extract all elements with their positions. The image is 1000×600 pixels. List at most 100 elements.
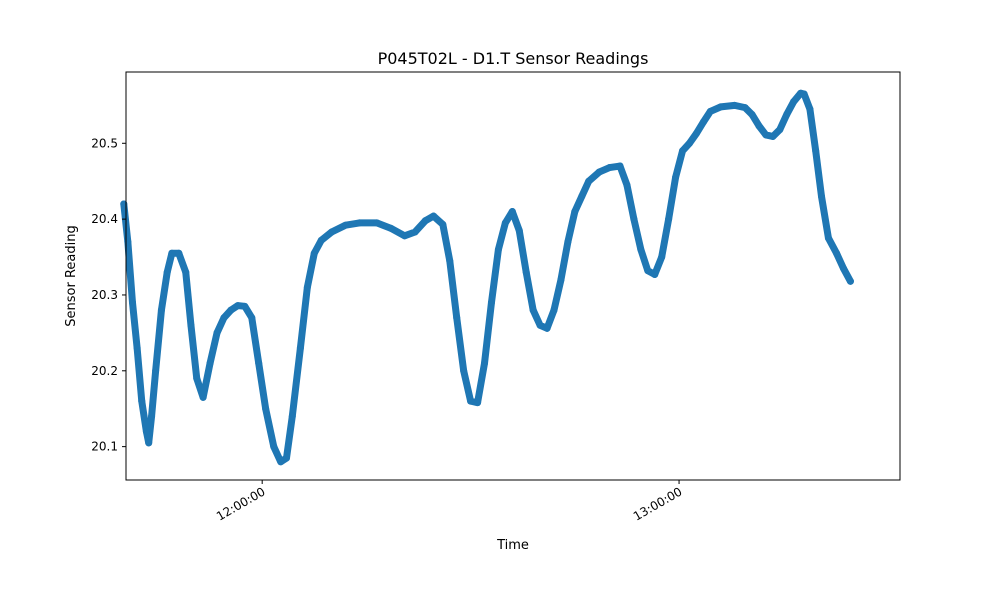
data-point bbox=[182, 268, 190, 276]
data-point bbox=[731, 101, 739, 109]
data-point bbox=[234, 302, 242, 310]
data-point bbox=[199, 393, 207, 401]
data-point bbox=[187, 321, 195, 329]
data-point bbox=[536, 321, 544, 329]
data-point bbox=[328, 228, 336, 236]
data-point bbox=[227, 306, 235, 314]
data-point bbox=[685, 139, 693, 147]
data-point bbox=[288, 412, 296, 420]
series-line bbox=[120, 89, 854, 466]
data-point bbox=[142, 427, 150, 435]
data-point bbox=[824, 234, 832, 242]
data-point bbox=[460, 367, 468, 375]
data-point bbox=[453, 314, 461, 322]
data-point bbox=[606, 164, 614, 172]
x-tick-label: 12:00:00 bbox=[214, 484, 268, 523]
data-point bbox=[303, 283, 311, 291]
data-point bbox=[623, 181, 631, 189]
plot-frame bbox=[125, 71, 901, 481]
plot-area: 12:00:00 13:00:00 20.1 20.2 20.3 20.4 20.5 bbox=[91, 71, 901, 524]
y-tick-label: 20.1 bbox=[91, 440, 118, 454]
x-axis: 12:00:00 13:00:00 bbox=[214, 480, 685, 524]
y-axis-label: Sensor Reading bbox=[64, 225, 79, 326]
y-tick-label: 20.4 bbox=[91, 212, 118, 226]
data-point bbox=[692, 129, 700, 137]
data-point bbox=[564, 238, 572, 246]
data-point bbox=[474, 399, 482, 407]
data-point bbox=[651, 270, 659, 278]
data-point bbox=[145, 439, 153, 447]
data-point bbox=[270, 443, 278, 451]
data-point bbox=[543, 324, 551, 332]
data-point bbox=[152, 367, 160, 375]
data-point bbox=[241, 302, 249, 310]
data-point bbox=[748, 110, 756, 118]
data-point bbox=[446, 257, 454, 265]
data-point bbox=[213, 329, 221, 337]
data-point bbox=[630, 215, 638, 223]
data-point bbox=[776, 126, 784, 134]
data-point bbox=[157, 306, 165, 314]
data-point bbox=[550, 306, 558, 314]
data-point bbox=[310, 249, 318, 257]
data-point bbox=[401, 232, 409, 240]
data-point bbox=[133, 344, 141, 352]
y-tick-label: 20.2 bbox=[91, 364, 118, 378]
data-point bbox=[128, 299, 136, 307]
data-point bbox=[595, 168, 603, 176]
series-layer bbox=[120, 89, 854, 466]
data-point bbox=[706, 107, 714, 115]
data-point bbox=[616, 162, 624, 170]
data-point bbox=[342, 221, 350, 229]
data-point bbox=[296, 344, 304, 352]
data-point bbox=[501, 219, 509, 227]
data-point bbox=[679, 147, 687, 155]
data-point bbox=[571, 208, 579, 216]
data-point bbox=[355, 219, 363, 227]
chart-title: P045T02L - D1.T Sensor Readings bbox=[378, 49, 649, 68]
data-point bbox=[800, 90, 808, 98]
data-point bbox=[762, 131, 770, 139]
data-point bbox=[585, 177, 593, 185]
data-point bbox=[206, 359, 214, 367]
y-tick-label: 20.3 bbox=[91, 288, 118, 302]
data-point bbox=[790, 98, 798, 106]
data-point bbox=[515, 227, 523, 234]
data-point bbox=[812, 147, 820, 155]
data-point bbox=[373, 219, 381, 227]
data-point bbox=[283, 454, 290, 462]
data-point bbox=[783, 110, 791, 118]
data-point bbox=[439, 220, 447, 228]
y-tick-label: 20.5 bbox=[91, 136, 118, 150]
data-point bbox=[833, 249, 841, 257]
data-point bbox=[220, 314, 228, 322]
data-point bbox=[163, 268, 171, 276]
data-point bbox=[277, 458, 285, 466]
data-point bbox=[637, 245, 645, 253]
data-point bbox=[672, 173, 680, 181]
data-point bbox=[644, 267, 652, 275]
data-point bbox=[522, 268, 530, 276]
data-point bbox=[839, 264, 847, 272]
data-point bbox=[317, 236, 325, 244]
data-point bbox=[529, 306, 537, 314]
data-point bbox=[411, 228, 419, 236]
data-point bbox=[806, 105, 814, 113]
data-point bbox=[248, 314, 256, 322]
data-point bbox=[658, 253, 666, 261]
data-point bbox=[255, 359, 263, 367]
data-point bbox=[138, 397, 146, 405]
data-point bbox=[699, 118, 707, 126]
data-point bbox=[430, 212, 438, 220]
data-point bbox=[578, 192, 586, 200]
data-point bbox=[168, 249, 176, 257]
data-point bbox=[262, 405, 270, 413]
data-point bbox=[508, 208, 516, 216]
data-point bbox=[487, 299, 495, 307]
data-point bbox=[387, 224, 395, 232]
data-point bbox=[665, 215, 673, 223]
x-axis-label: Time bbox=[496, 538, 529, 553]
data-point bbox=[148, 412, 156, 420]
data-point bbox=[846, 277, 854, 285]
